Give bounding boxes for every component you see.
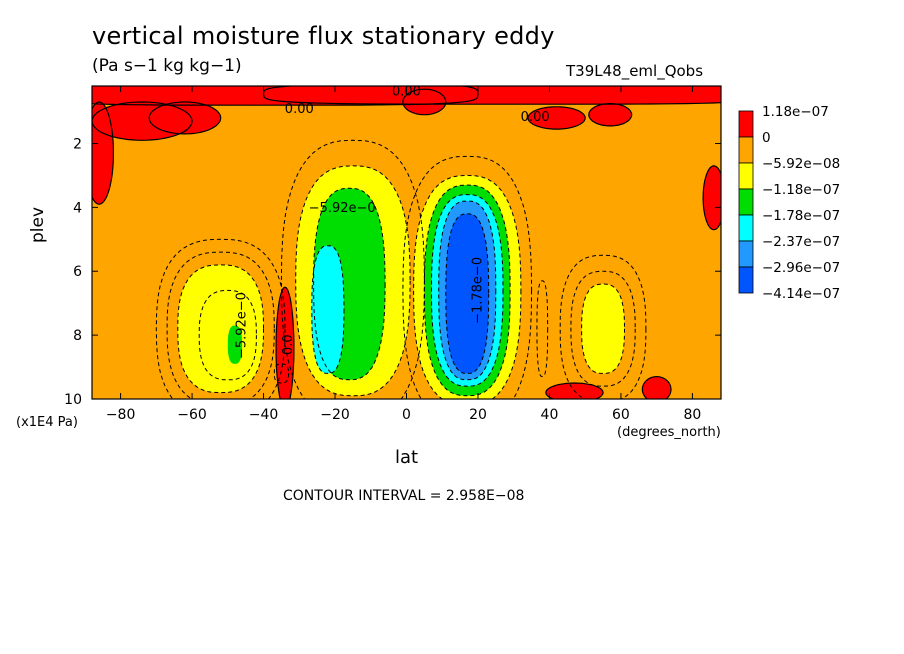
negative-contour <box>198 289 257 381</box>
x-tick-label: 80 <box>683 407 701 423</box>
negative-contour <box>570 270 636 387</box>
legend-swatch <box>738 240 754 268</box>
contour-labels: 0.00 0.00 0.00 −5.92e−0 −5.92e−0 0.0 −1.78e−0 <box>235 85 550 359</box>
negative-contour <box>295 165 411 397</box>
x-tick-label: 60 <box>612 407 630 423</box>
negative-contour <box>273 363 290 384</box>
negative-region <box>445 213 489 374</box>
positive-region <box>588 103 632 126</box>
y-axis-ticks: 2 4 6 8 10 <box>64 136 721 408</box>
negative-contour <box>536 280 549 378</box>
legend-label: −1.78e−07 <box>762 208 840 224</box>
y-axis-unit: (x1E4 Pa) <box>16 415 78 430</box>
zero-contour <box>148 101 222 135</box>
x-tick-label: −80 <box>106 407 136 423</box>
legend-swatch <box>738 110 754 138</box>
legend-label: −2.37e−07 <box>762 234 840 250</box>
zero-contour <box>402 88 447 116</box>
contour-label: −1.78e−0 <box>471 257 486 324</box>
legend-label: −4.14e−07 <box>762 286 840 302</box>
negative-region <box>311 245 344 374</box>
y-tick-label: 6 <box>73 264 82 280</box>
zero-contour <box>262 86 721 105</box>
zero-contour <box>545 382 604 399</box>
negative-contour <box>438 200 497 381</box>
legend-swatch <box>738 188 754 216</box>
positive-region <box>149 102 221 134</box>
contour-label: 0.00 <box>392 85 421 100</box>
contour-interval: CONTOUR INTERVAL = 2.958E−08 <box>283 488 525 504</box>
negative-contour <box>177 264 265 394</box>
contour-lines <box>92 86 721 399</box>
legend-label: −5.92e−08 <box>762 156 840 172</box>
x-tick-label: −40 <box>249 407 279 423</box>
positive-region <box>402 89 446 115</box>
legend-label: −1.18e−07 <box>762 182 840 198</box>
legend-label: 1.18e−07 <box>762 104 829 120</box>
run-label: T39L48_eml_Qobs <box>566 62 704 80</box>
negative-contour <box>445 213 490 374</box>
negative-contour <box>430 194 504 387</box>
contour-label: 0.0 <box>281 334 296 355</box>
x-tick-label: 0 <box>402 407 411 423</box>
chart-title: vertical moisture flux stationary eddy <box>92 22 555 50</box>
negative-region <box>227 325 243 364</box>
positive-region <box>642 376 671 399</box>
x-tick-label: 20 <box>469 407 487 423</box>
contour-fills <box>92 86 721 399</box>
chart-units: (Pa s−1 kg kg−1) <box>92 56 242 76</box>
y-tick-label: 2 <box>73 136 82 152</box>
zero-contour <box>527 106 586 130</box>
negative-contour <box>423 184 511 397</box>
x-tick-label: 40 <box>541 407 559 423</box>
negative-region <box>177 264 264 393</box>
negative-region <box>581 284 625 374</box>
zero-contour <box>275 286 295 399</box>
legend-label: 0 <box>762 130 771 146</box>
x-axis-ticks: −80 −60 −40 −20 0 20 40 60 80 <box>106 86 701 423</box>
legend-swatch <box>738 266 754 294</box>
positive-region <box>92 102 114 205</box>
color-legend: 1.18e−07 0 −5.92e−08 −1.18e−07 −1.78e−07 −2.3… <box>738 104 840 302</box>
negative-contour <box>311 245 345 374</box>
contour-label: 0.00 <box>285 102 314 117</box>
negative-contour <box>559 254 647 399</box>
legend-swatch <box>738 214 754 242</box>
zero-contour <box>702 165 721 231</box>
positive-region <box>263 86 721 105</box>
positive-region <box>703 165 721 230</box>
y-tick-label: 4 <box>73 200 82 216</box>
contour-label: −5.92e−0 <box>309 201 376 216</box>
negative-contour <box>155 238 286 399</box>
positive-region <box>528 106 586 130</box>
zero-contour <box>92 101 115 205</box>
x-tick-label: −60 <box>177 407 207 423</box>
x-axis-unit: (degrees_north) <box>617 425 721 440</box>
x-tick-label: −20 <box>320 407 350 423</box>
y-tick-label: 8 <box>73 328 82 344</box>
legend-swatch <box>738 162 754 190</box>
negative-contour <box>313 187 386 381</box>
zero-contour <box>588 102 633 127</box>
contour-label: −5.92e−0 <box>235 292 250 359</box>
y-tick-label: 10 <box>64 392 82 408</box>
negative-contour <box>413 174 522 399</box>
legend-label: −2.96e−07 <box>762 260 840 276</box>
x-axis-label: lat <box>395 447 419 468</box>
contour-label: 0.00 <box>521 110 550 125</box>
legend-swatch <box>738 136 754 164</box>
zero-contour <box>641 375 672 399</box>
